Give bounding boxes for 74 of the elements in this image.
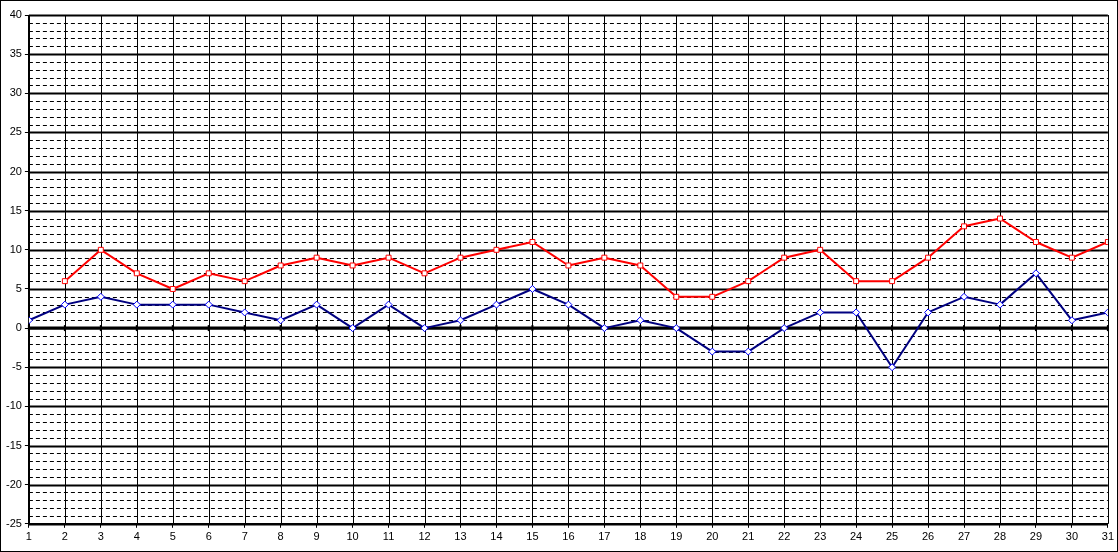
point — [709, 293, 716, 300]
x-tick-label: 27 — [957, 530, 971, 543]
x-tick-label: 13 — [454, 530, 467, 543]
x-tick-label: 21 — [742, 530, 755, 543]
point — [889, 278, 896, 285]
point — [457, 254, 464, 261]
point — [529, 239, 536, 245]
point — [349, 262, 356, 269]
y-tick-label: -25 — [5, 516, 22, 529]
y-tick-label: -5 — [12, 360, 22, 373]
x-tick-label: 10 — [346, 530, 359, 543]
x-tick-label: 23 — [814, 530, 827, 543]
point — [169, 285, 176, 292]
x-tick-label: 18 — [634, 530, 647, 543]
point — [277, 262, 284, 269]
y-tick-label: 15 — [9, 203, 22, 216]
x-tick-label: 16 — [562, 530, 575, 543]
x-tick-label: 6 — [205, 530, 212, 543]
point — [601, 254, 608, 261]
point — [781, 254, 788, 261]
point — [493, 246, 500, 253]
x-tick-label: 4 — [133, 530, 140, 543]
point — [133, 270, 140, 277]
point — [817, 246, 824, 253]
x-tick-label: 29 — [1029, 530, 1043, 543]
x-tick-label: 25 — [885, 530, 899, 543]
point — [565, 262, 572, 269]
x-tick-label: 28 — [993, 530, 1007, 543]
y-tick-label: 35 — [9, 47, 22, 60]
point — [673, 293, 680, 300]
x-tick-label: 20 — [706, 530, 719, 543]
point — [637, 262, 644, 269]
x-tick-label: 24 — [849, 530, 863, 543]
point — [421, 270, 428, 277]
y-tick-label: 30 — [9, 86, 22, 99]
y-tick-label: 5 — [15, 282, 22, 294]
x-tick-label: 12 — [418, 530, 431, 543]
point — [385, 254, 392, 261]
y-tick-label: -15 — [5, 438, 22, 451]
x-tick-label: 7 — [241, 530, 248, 543]
x-tick-label: 8 — [277, 530, 284, 543]
point — [1032, 239, 1039, 245]
x-tick-label: 2 — [61, 530, 68, 543]
point — [205, 270, 212, 277]
y-tick-label: -20 — [5, 477, 22, 490]
point — [313, 254, 320, 261]
point — [1068, 254, 1075, 261]
x-tick-label: 22 — [778, 530, 791, 543]
x-tick-label: 19 — [670, 530, 683, 543]
x-tick-label: 11 — [382, 530, 395, 543]
point — [925, 254, 932, 261]
point — [997, 215, 1003, 222]
point — [61, 278, 68, 285]
point — [961, 223, 967, 230]
y-tick-label: 0 — [15, 321, 22, 334]
x-tick-label: 9 — [313, 530, 320, 543]
point — [853, 278, 860, 285]
point — [97, 246, 104, 253]
x-tick-label: 31 — [1101, 530, 1115, 543]
y-tick-label: 10 — [9, 242, 22, 255]
x-tick-label: 26 — [921, 530, 935, 543]
x-tick-label: 14 — [490, 530, 503, 543]
y-tick-label: 20 — [9, 164, 22, 177]
x-tick-label: 17 — [598, 530, 611, 543]
x-tick-label: 3 — [97, 530, 104, 543]
y-tick-label: -10 — [5, 399, 22, 412]
x-tick-label: 30 — [1065, 530, 1079, 543]
y-tick-label: 40 — [9, 8, 22, 21]
x-tick-label: 5 — [169, 530, 176, 543]
point — [745, 278, 752, 285]
x-tick-label: 15 — [526, 530, 539, 543]
y-tick-label: 25 — [9, 125, 22, 138]
point — [241, 278, 248, 285]
x-tick-label: 1 — [25, 530, 32, 543]
